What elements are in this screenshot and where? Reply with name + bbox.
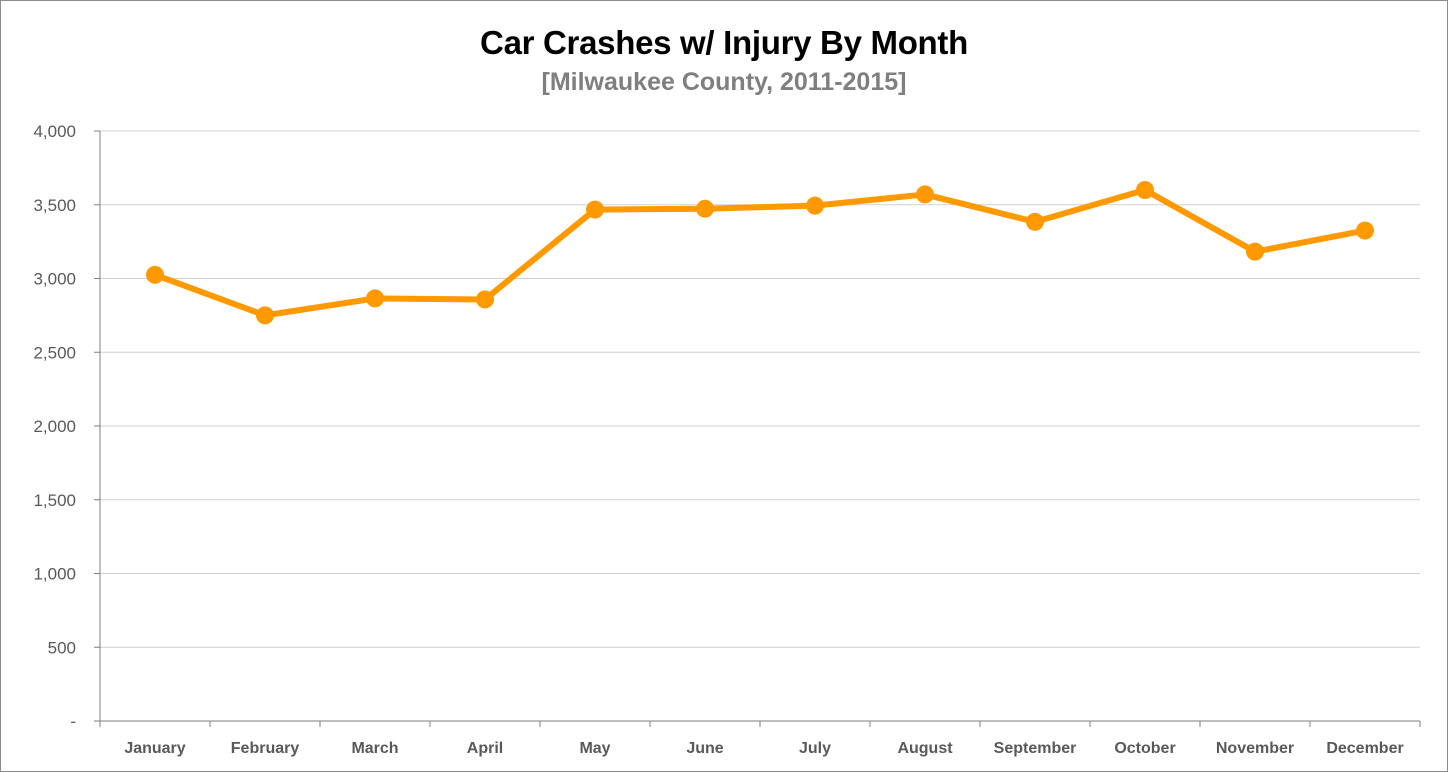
y-tick-label: 1,500 — [33, 491, 76, 510]
x-tick-label: January — [124, 740, 185, 757]
gridlines — [100, 130, 1420, 648]
y-tick-label: 2,500 — [33, 343, 76, 362]
data-point — [256, 306, 274, 325]
y-tick-label: 500 — [48, 638, 76, 657]
data-point — [476, 290, 494, 309]
x-tick-label: May — [579, 740, 610, 757]
y-axis-ticks: - 500 1,000 1,500 2,000 2,500 3,000 3,500 4,000 — [33, 122, 76, 731]
series-line — [152, 187, 1368, 319]
chart-title: Car Crashes w/ Injury By Month — [480, 24, 968, 61]
x-tick-label: February — [231, 740, 300, 757]
data-point — [1136, 181, 1154, 199]
series-group — [146, 181, 1374, 325]
data-point — [1246, 242, 1264, 261]
x-tick-label: August — [897, 740, 953, 757]
data-point — [1026, 212, 1044, 231]
y-tick-label: 4,000 — [33, 122, 76, 141]
y-tick-label: 3,000 — [33, 270, 76, 289]
x-tick-label: April — [467, 740, 503, 757]
x-tick-label: July — [799, 740, 831, 757]
x-tick-label: October — [1114, 740, 1175, 757]
data-point — [366, 289, 384, 308]
y-tick-label: 1,000 — [33, 565, 76, 584]
y-tick-label: 2,000 — [33, 417, 76, 436]
y-tick-label: 3,500 — [33, 196, 76, 215]
data-point — [1356, 221, 1374, 240]
x-axis-ticks: January February March April May June July Augu… — [124, 740, 1403, 757]
chart-subtitle: [Milwaukee County, 2011-2015] — [541, 68, 907, 96]
x-tick-label: March — [351, 740, 398, 757]
x-tick-label: September — [994, 740, 1077, 757]
x-tick-label: November — [1216, 740, 1294, 757]
data-point — [806, 196, 824, 215]
data-point — [916, 185, 934, 204]
data-point — [146, 265, 164, 284]
data-point — [586, 200, 604, 219]
axes — [94, 130, 1421, 727]
x-tick-label: December — [1326, 740, 1403, 757]
data-point — [696, 199, 714, 218]
x-tick-label: June — [686, 740, 723, 757]
y-tick-label: - — [70, 712, 76, 731]
